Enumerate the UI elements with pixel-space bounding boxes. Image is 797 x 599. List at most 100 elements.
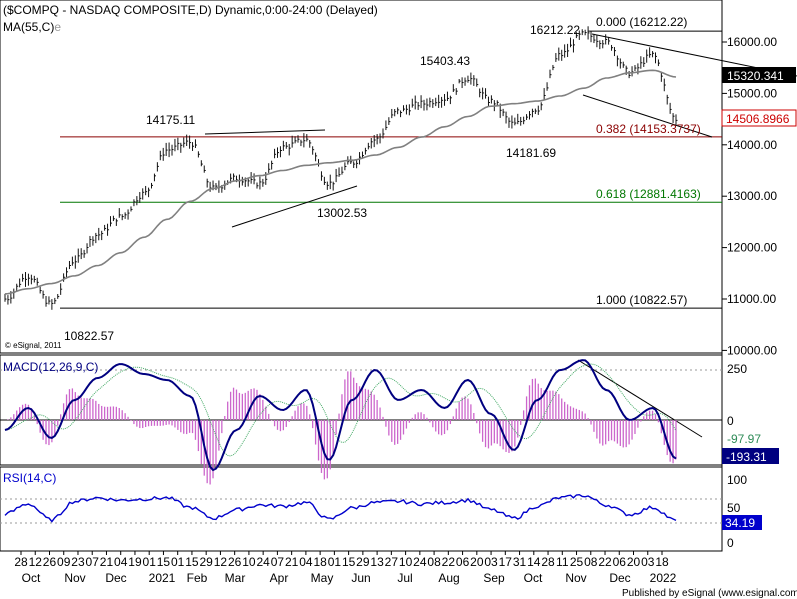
annotation-14181: 14181.69	[506, 146, 556, 160]
esignal-copyright: © eSignal, 2011	[5, 341, 62, 350]
date-month-label: Nov	[64, 571, 85, 585]
rsi-tick-0: 0	[727, 536, 734, 550]
date-tick-day: 11	[556, 555, 569, 569]
price-yaxis: 16000.00 15000.00 14000.00 13000.00 12000.00…	[722, 35, 777, 357]
date-month-label: Sep	[483, 571, 505, 585]
trendline-upper-left	[204, 129, 326, 135]
date-tick-day: 26	[43, 555, 57, 569]
annotation-13002: 13002.53	[317, 206, 367, 220]
date-month-label: Oct	[22, 571, 41, 585]
annotation-10822: 10822.57	[64, 329, 114, 343]
date-tick-day: 06	[613, 555, 627, 569]
date-tick-day: 18	[655, 555, 669, 569]
annotation-15403: 15403.43	[420, 54, 470, 68]
date-month-label: Feb	[187, 571, 208, 585]
date-tick-day: 01	[171, 555, 185, 569]
date-tick-day: 18	[313, 555, 327, 569]
date-tick-day: 12	[29, 555, 43, 569]
macd-label: MACD(12,26,9,C)	[3, 360, 98, 374]
date-tick-day: 08	[427, 555, 441, 569]
date-tick-day: 09	[57, 555, 71, 569]
date-month-label: Jul	[397, 571, 412, 585]
date-tick-day: 21	[285, 555, 299, 569]
price-bars	[4, 26, 678, 310]
ma-legend-suffix: e	[54, 20, 61, 34]
panel-frames	[0, 0, 723, 552]
date-tick-day: 13	[370, 555, 384, 569]
date-tick-day: 24	[413, 555, 427, 569]
fib-0-label: 0.000 (16212.22)	[596, 15, 687, 29]
date-tick-day: 07	[271, 555, 285, 569]
date-tick-day: 10	[399, 555, 413, 569]
price-tick-label: 11000.00	[727, 292, 776, 306]
fib-618-label: 0.618 (12881.4163)	[596, 187, 701, 201]
ma-legend: MA(55,C)e	[3, 20, 61, 34]
date-tick-day: 06	[456, 555, 470, 569]
ma-legend-label: MA(55,C)	[3, 20, 54, 34]
annotation-14175: 14175.11	[146, 113, 195, 127]
date-tick-day: 21	[100, 555, 114, 569]
date-tick-day: 01	[328, 555, 342, 569]
date-tick-day: 17	[499, 555, 513, 569]
date-month-label: Apr	[270, 571, 289, 585]
macd-grid	[0, 369, 722, 421]
rsi-grid	[0, 498, 722, 524]
macd-line	[4, 359, 677, 472]
ma55-line	[4, 69, 677, 295]
price-tick-label: 14000.00	[727, 138, 777, 152]
macd-histogram	[7, 371, 677, 485]
date-tick-day: 15	[157, 555, 171, 569]
date-tick-day: 01	[143, 555, 157, 569]
rsi-value-box	[722, 515, 762, 530]
chart-title: ($COMPQ - NASDAQ COMPOSITE,D) Dynamic,0:…	[3, 3, 378, 17]
macd-value: -193.31	[726, 450, 767, 464]
date-month-label: 2021	[149, 571, 176, 585]
date-month-label: Nov	[565, 571, 586, 585]
date-tick-day: 04	[299, 555, 313, 569]
macd-signal-value: -97.97	[727, 432, 761, 446]
date-month-label: Jun	[351, 571, 370, 585]
date-tick-day: 03	[484, 555, 498, 569]
date-month-label: May	[311, 571, 334, 585]
price-tick-label: 10000.00	[727, 343, 777, 357]
date-tick-day: 24	[256, 555, 270, 569]
date-month-label: Dec	[105, 571, 126, 585]
annotation-high: 16212.22	[530, 23, 580, 37]
macd-tick-0: 0	[727, 414, 734, 428]
price-value-box	[721, 109, 797, 127]
date-tick-day: 08	[584, 555, 598, 569]
date-tick-day: 15	[185, 555, 199, 569]
date-month-label: Mar	[225, 571, 246, 585]
date-month-label: Dec	[609, 571, 630, 585]
date-tick-day: 31	[513, 555, 527, 569]
date-month-label: 2022	[650, 571, 677, 585]
date-tick-day: 22	[442, 555, 456, 569]
date-tick-day: 20	[627, 555, 641, 569]
date-tick-day: 28	[541, 555, 555, 569]
fib-levels	[60, 30, 722, 309]
fib-100-label: 1.000 (10822.57)	[596, 293, 687, 307]
date-tick-day: 07	[86, 555, 100, 569]
date-tick-day: 28	[14, 555, 28, 569]
macd-tick-250: 250	[727, 362, 747, 376]
date-tick-day: 12	[214, 555, 228, 569]
date-tick-day: 03	[641, 555, 655, 569]
date-tick-day: 25	[570, 555, 584, 569]
price-value: 14506.8966	[726, 112, 790, 126]
rsi-label: RSI(14,C)	[3, 471, 56, 485]
price-tick-label: 12000.00	[727, 241, 777, 255]
macd-signal-line	[4, 363, 677, 457]
date-tick-day: 04	[114, 555, 128, 569]
price-tick-label: 16000.00	[727, 35, 777, 49]
date-tick-day: 23	[71, 555, 85, 569]
price-tick-label: 15000.00	[727, 86, 777, 100]
date-tick-day: 29	[199, 555, 213, 569]
macd-value-box	[722, 448, 779, 464]
date-tick-day: 15	[342, 555, 356, 569]
date-tick-day: 26	[228, 555, 242, 569]
date-tick-day: 10	[242, 555, 256, 569]
date-tick-day: 20	[470, 555, 484, 569]
date-tick-day: 29	[356, 555, 370, 569]
rsi-panel-frame	[0, 466, 723, 552]
